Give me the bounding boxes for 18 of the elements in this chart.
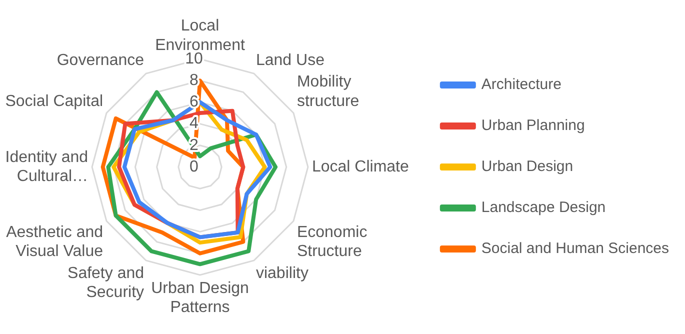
spoke-label: Identity and Cultural… [5,148,88,186]
legend-label: Social and Human Sciences [481,240,670,258]
spoke-label: Local Climate [312,158,409,176]
legend-label: Architecture [481,76,562,94]
y-tick-label: 0 [190,158,199,176]
legend-label: Urban Planning [481,117,585,134]
spoke-label: Governance [56,52,144,69]
spoke-label: viability [256,264,308,282]
spoke-label: Social Capital [5,92,104,110]
spoke-label: Urban Design Patterns [151,280,249,316]
legend-label: Landscape Design [481,199,606,216]
legend-label: Urban Design [481,158,574,176]
spoke-label: Land Use [256,52,325,69]
y-tick-label: 8 [190,72,199,90]
spoke-label: Aesthetic and Visual Value [6,224,104,260]
spoke-label: Economic Structure [296,224,368,260]
spoke-label: Safety and Security [68,264,144,302]
spoke-label: Mobility structure [296,74,360,110]
